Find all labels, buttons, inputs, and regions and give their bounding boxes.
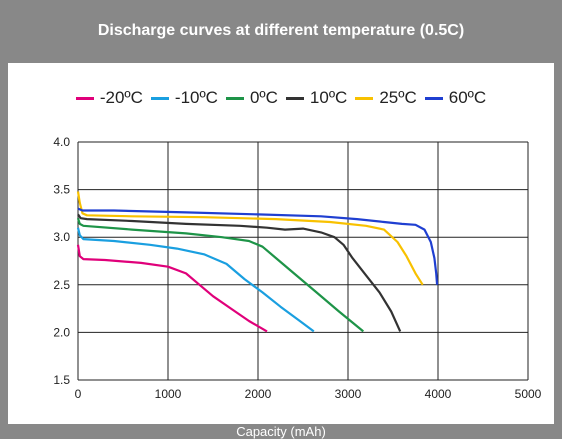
x-tick-label: 1000 bbox=[155, 387, 182, 401]
legend-item: 10ºC bbox=[285, 88, 348, 108]
series-line bbox=[76, 244, 268, 333]
series-line bbox=[76, 191, 424, 286]
x-tick-label: 3000 bbox=[335, 387, 362, 401]
series-line bbox=[77, 213, 402, 332]
legend-label: -10ºC bbox=[174, 88, 218, 107]
legend-swatch bbox=[424, 96, 443, 100]
x-tick-label: 4000 bbox=[425, 387, 452, 401]
chart-title: Discharge curves at different temperatur… bbox=[97, 22, 465, 39]
legend: -20ºC -10ºC 0ºC 10ºC 25ºC 60ºC bbox=[0, 88, 562, 108]
legend-item: 25ºC bbox=[355, 88, 417, 108]
legend-label: 10ºC bbox=[309, 88, 348, 107]
y-tick-label: 4.0 bbox=[53, 135, 70, 149]
legend-swatch bbox=[225, 96, 244, 100]
x-axis-label: Capacity (mAh) bbox=[236, 424, 326, 439]
legend-label: -20ºC bbox=[99, 88, 143, 107]
legend-swatch bbox=[285, 96, 304, 100]
x-tick-label: 2000 bbox=[245, 387, 272, 401]
legend-swatch bbox=[150, 96, 169, 100]
series-line bbox=[77, 207, 439, 285]
legend-swatch bbox=[355, 96, 374, 100]
legend-label: 25ºC bbox=[379, 88, 417, 107]
y-tick-label: 3.0 bbox=[53, 230, 70, 244]
x-tick-label: 0 bbox=[75, 387, 82, 401]
legend-item: -10ºC bbox=[150, 88, 218, 108]
legend-item: 60ºC bbox=[424, 88, 487, 108]
legend-label: 0ºC bbox=[249, 88, 278, 107]
legend-item: -20ºC bbox=[75, 88, 143, 108]
y-tick-label: 2.5 bbox=[53, 278, 70, 292]
legend-swatch bbox=[75, 96, 94, 100]
legend-label: 60ºC bbox=[448, 88, 487, 107]
y-tick-label: 1.5 bbox=[53, 373, 70, 387]
series-line bbox=[76, 217, 364, 333]
y-tick-label: 3.5 bbox=[53, 183, 70, 197]
x-tick-label: 5000 bbox=[515, 387, 542, 401]
legend-item: 0ºC bbox=[225, 88, 278, 108]
series-line bbox=[76, 227, 315, 333]
y-tick-label: 2.0 bbox=[53, 325, 70, 339]
chart-panel bbox=[8, 63, 554, 424]
